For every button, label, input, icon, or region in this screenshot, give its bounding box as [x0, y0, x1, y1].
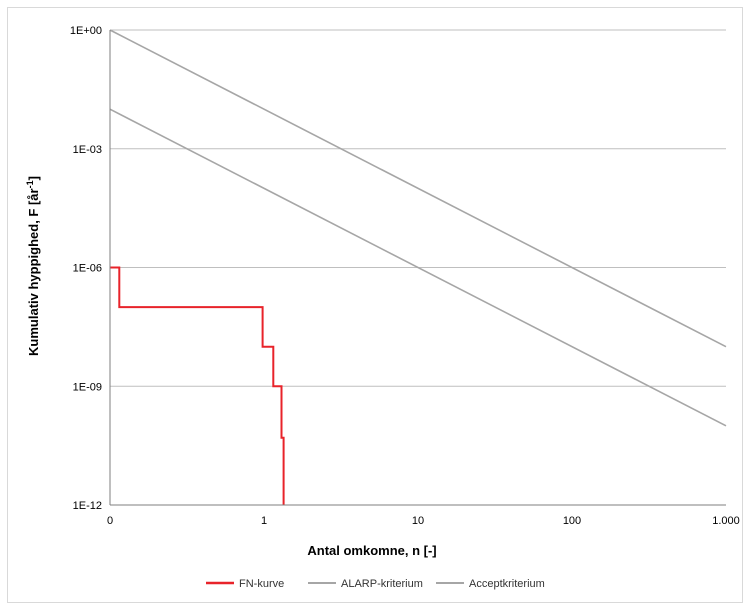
chart-frame: 1E-12 1E-09 1E-06 1E-03 1E+00 0 1 10 100 1.000 An… — [7, 7, 743, 603]
legend-item: ALARP-kriterium — [308, 578, 423, 590]
y-tick-label: 1E-09 — [73, 381, 102, 393]
x-tick-label: 1.000 — [712, 515, 740, 527]
x-tick-label: 1 — [261, 515, 267, 527]
legend-label: FN-kurve — [239, 578, 284, 590]
series-line-acceptkriterium — [109, 29, 727, 348]
y-tick-label: 1E-06 — [73, 263, 102, 275]
y-axis-title-main: Kumulativ hyppighed, F [år — [26, 188, 41, 356]
y-tick-label: 1E-03 — [73, 144, 102, 156]
x-tick-label: 0 — [107, 515, 113, 527]
axes — [109, 30, 726, 506]
x-axis-title: Antal omkomne, n [-] — [307, 543, 436, 558]
series-layer — [109, 29, 727, 505]
tick-labels: 1E-12 1E-09 1E-06 1E-03 1E+00 0 1 10 100 1.000 — [70, 25, 740, 527]
y-axis-title-end: ] — [26, 176, 41, 180]
series-line-fn-kurve — [110, 266, 285, 505]
legend-item: Acceptkriterium — [436, 578, 545, 590]
series-line-alarp-kriterium — [109, 108, 727, 427]
y-axis-title: Kumulativ hyppighed, F [år-1] — [25, 176, 41, 356]
y-tick-label: 1E+00 — [70, 25, 102, 37]
y-axis-title-superscript: -1 — [25, 180, 35, 188]
legend-label: ALARP-kriterium — [341, 578, 423, 590]
legend: FN-kurve ALARP-kriterium Acceptkriterium — [206, 578, 545, 590]
y-tick-label: 1E-12 — [73, 500, 102, 512]
fn-chart: 1E-12 1E-09 1E-06 1E-03 1E+00 0 1 10 100 1.000 An… — [25, 25, 740, 590]
gridlines — [110, 29, 726, 387]
x-tick-label: 100 — [563, 515, 581, 527]
legend-label: Acceptkriterium — [469, 578, 545, 590]
legend-item: FN-kurve — [206, 578, 284, 590]
x-tick-label: 10 — [412, 515, 424, 527]
